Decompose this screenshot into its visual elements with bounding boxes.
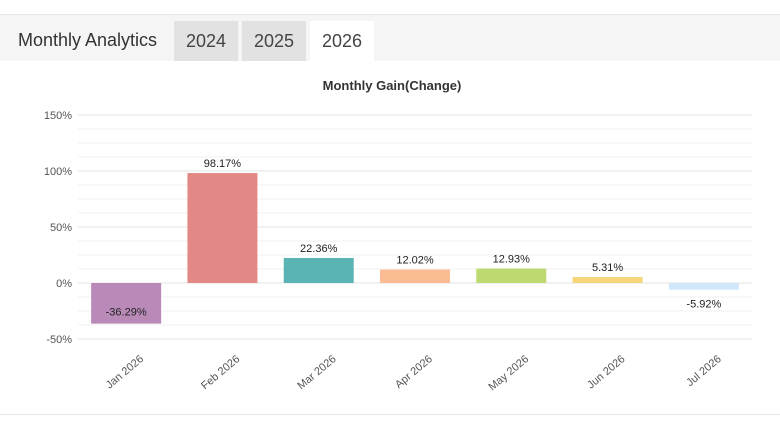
analytics-header: Monthly Analytics 2024 2025 2026	[0, 15, 780, 61]
bottom-divider	[0, 414, 780, 415]
y-axis-ticks: 150% 100% 50% 0% -50%	[44, 110, 72, 346]
y-tick-label: 100%	[44, 166, 72, 178]
top-divider	[0, 14, 780, 15]
bar[interactable]	[380, 269, 450, 283]
section-title: Monthly Analytics	[18, 30, 158, 50]
y-tick-label: -50%	[46, 334, 72, 346]
data-label: -5.92%	[686, 299, 721, 311]
y-tick-label: 150%	[44, 110, 72, 122]
x-tick-label: Jan 2026	[104, 353, 146, 391]
x-tick-label: Jul 2026	[684, 353, 724, 389]
gridlines	[78, 114, 752, 340]
tab-2026[interactable]: 2026	[310, 21, 374, 61]
bar[interactable]	[572, 277, 643, 283]
tab-2025[interactable]: 2025	[242, 21, 306, 61]
bar[interactable]	[476, 268, 547, 283]
tab-2024[interactable]: 2024	[174, 21, 238, 61]
bar[interactable]	[91, 283, 162, 324]
data-label: 22.36%	[300, 243, 338, 255]
chart-title: Monthly Gain(Change)	[323, 78, 462, 93]
data-label: 5.31%	[592, 262, 623, 274]
bars	[91, 173, 739, 324]
y-tick-label: 0%	[56, 278, 72, 290]
bar[interactable]	[187, 173, 258, 283]
data-label: 12.93%	[493, 254, 531, 266]
bar[interactable]	[668, 283, 739, 290]
bar[interactable]	[283, 257, 354, 283]
x-tick-label: Apr 2026	[393, 353, 435, 391]
data-label: -36.29%	[106, 307, 147, 319]
data-label: 98.17%	[204, 158, 242, 170]
x-tick-label: Feb 2026	[199, 353, 242, 392]
x-axis-ticks: Jan 2026 Feb 2026 Mar 2026 Apr 2026 May 2026…	[104, 353, 724, 393]
data-label: 12.02%	[396, 255, 434, 267]
x-tick-label: Mar 2026	[295, 353, 338, 392]
y-tick-label: 50%	[50, 222, 72, 234]
x-tick-label: May 2026	[486, 353, 531, 393]
data-labels: -36.29% 98.17% 22.36% 12.02% 12.93% 5.31% -5.9…	[106, 158, 722, 319]
x-tick-label: Jun 2026	[585, 353, 627, 391]
